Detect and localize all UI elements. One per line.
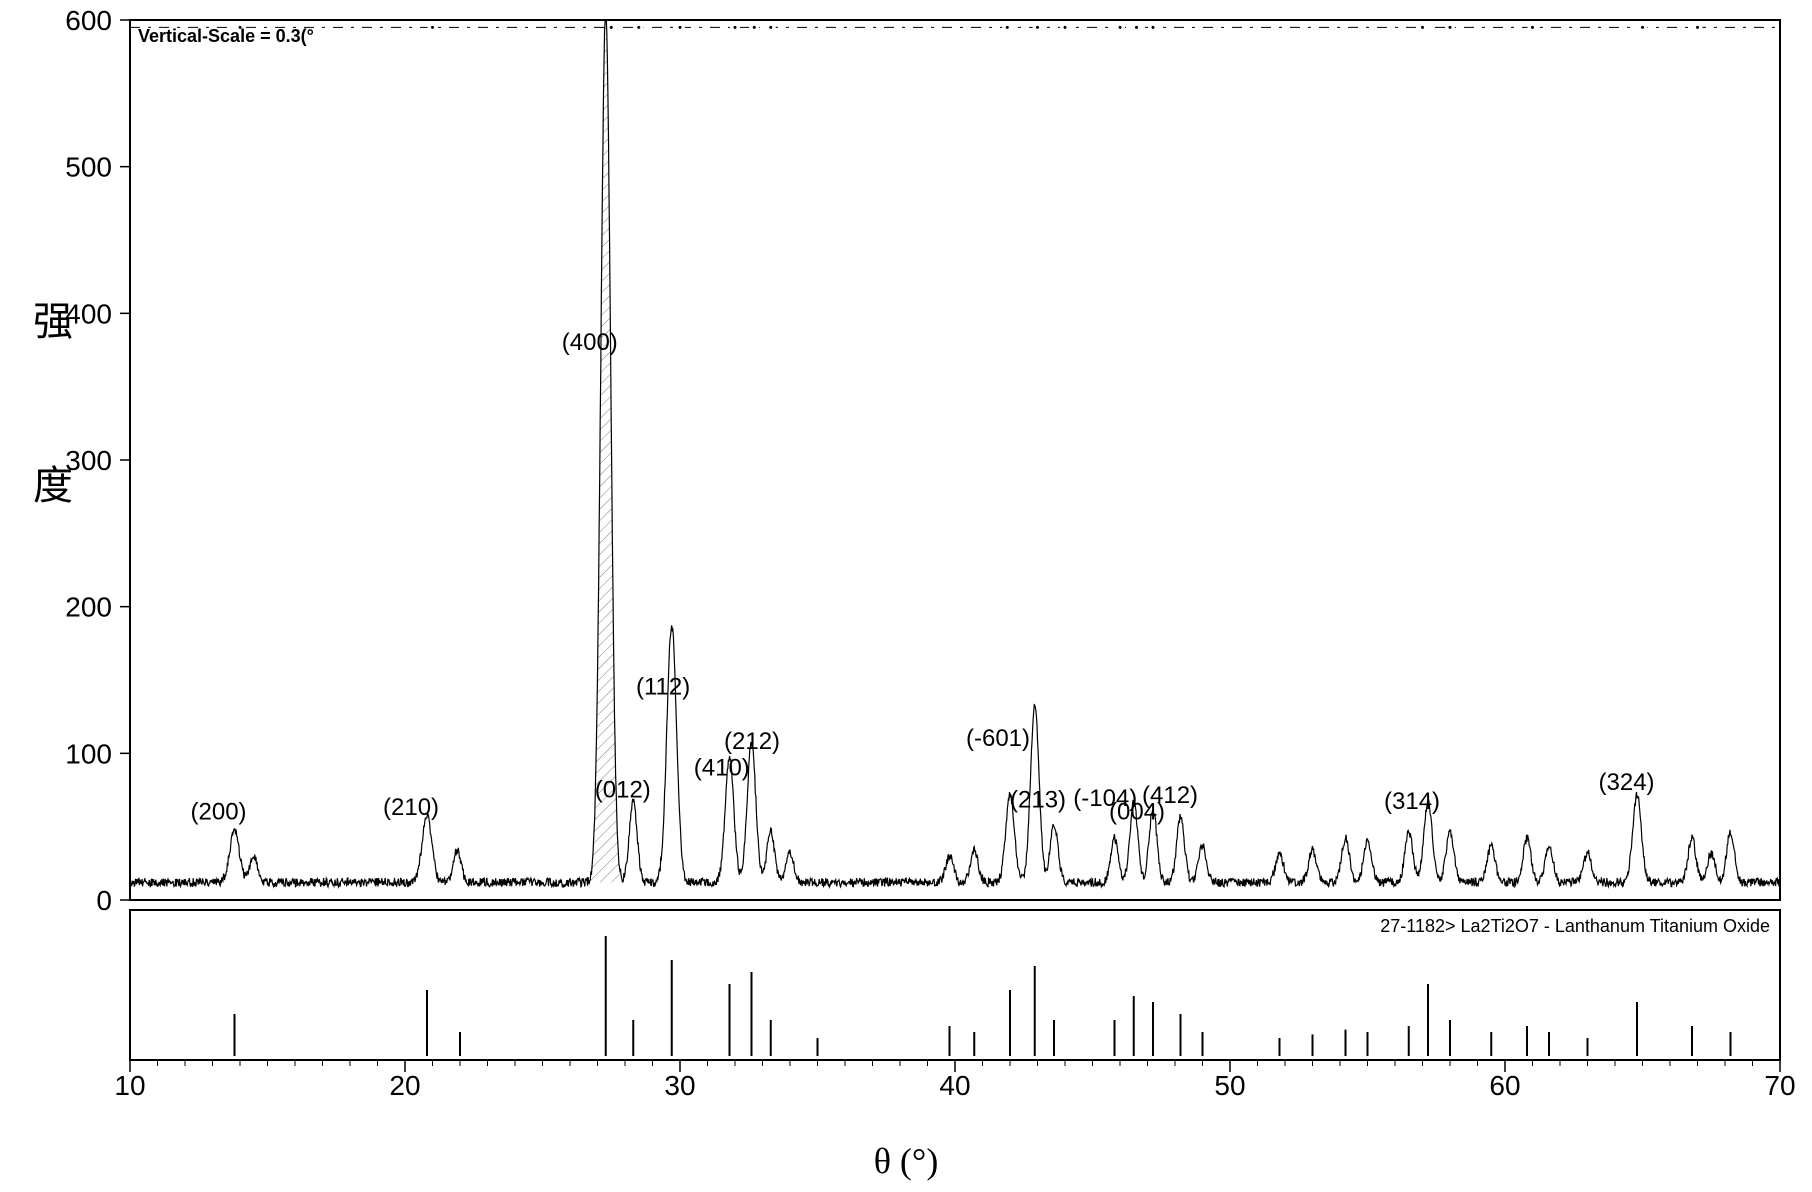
x-tick-label: 30 — [664, 1070, 695, 1101]
main-panel-frame — [130, 20, 1780, 900]
peak-hatch-fill — [591, 20, 621, 882]
x-tick-label: 50 — [1214, 1070, 1245, 1101]
peak-annotation: (314) — [1384, 788, 1440, 815]
peak-annotation: (410) — [694, 754, 750, 781]
peak-annotation: (212) — [724, 728, 780, 755]
y-tick-label: 200 — [65, 592, 112, 623]
x-tick-label: 60 — [1489, 1070, 1520, 1101]
peak-annotation: (-601) — [966, 725, 1030, 752]
peak-annotation: (213) — [1010, 787, 1066, 814]
x-axis-title: θ (°) — [0, 1140, 1812, 1182]
peak-annotation: (412) — [1142, 782, 1198, 809]
y-tick-label: 500 — [65, 152, 112, 183]
peak-annotation: (200) — [191, 798, 247, 825]
y-tick-label: 100 — [65, 738, 112, 769]
xrd-plot-svg: 0100200300400500600Vertical-Scale = 0.3(… — [0, 0, 1812, 1120]
xrd-spectrum-line — [130, 20, 1780, 887]
reference-pattern-label: 27-1182> La2Ti2O7 - Lanthanum Titanium O… — [1380, 916, 1770, 936]
peak-annotation: (324) — [1599, 769, 1655, 796]
xrd-figure: 强 度 0100200300400500600Vertical-Scale = … — [0, 0, 1812, 1192]
vertical-scale-label: Vertical-Scale = 0.3(° — [138, 26, 314, 46]
x-tick-label: 40 — [939, 1070, 970, 1101]
y-axis-title: 强 度 — [20, 300, 78, 544]
peak-annotation: (112) — [636, 674, 690, 701]
x-tick-label: 70 — [1764, 1070, 1795, 1101]
x-tick-label: 20 — [389, 1070, 420, 1101]
x-tick-label: 10 — [114, 1070, 145, 1101]
y-tick-label: 600 — [65, 5, 112, 36]
peak-annotation: (400) — [562, 329, 618, 356]
y-tick-label: 0 — [96, 885, 112, 916]
peak-annotation: (012) — [595, 776, 651, 803]
peak-annotation: (210) — [383, 794, 439, 821]
